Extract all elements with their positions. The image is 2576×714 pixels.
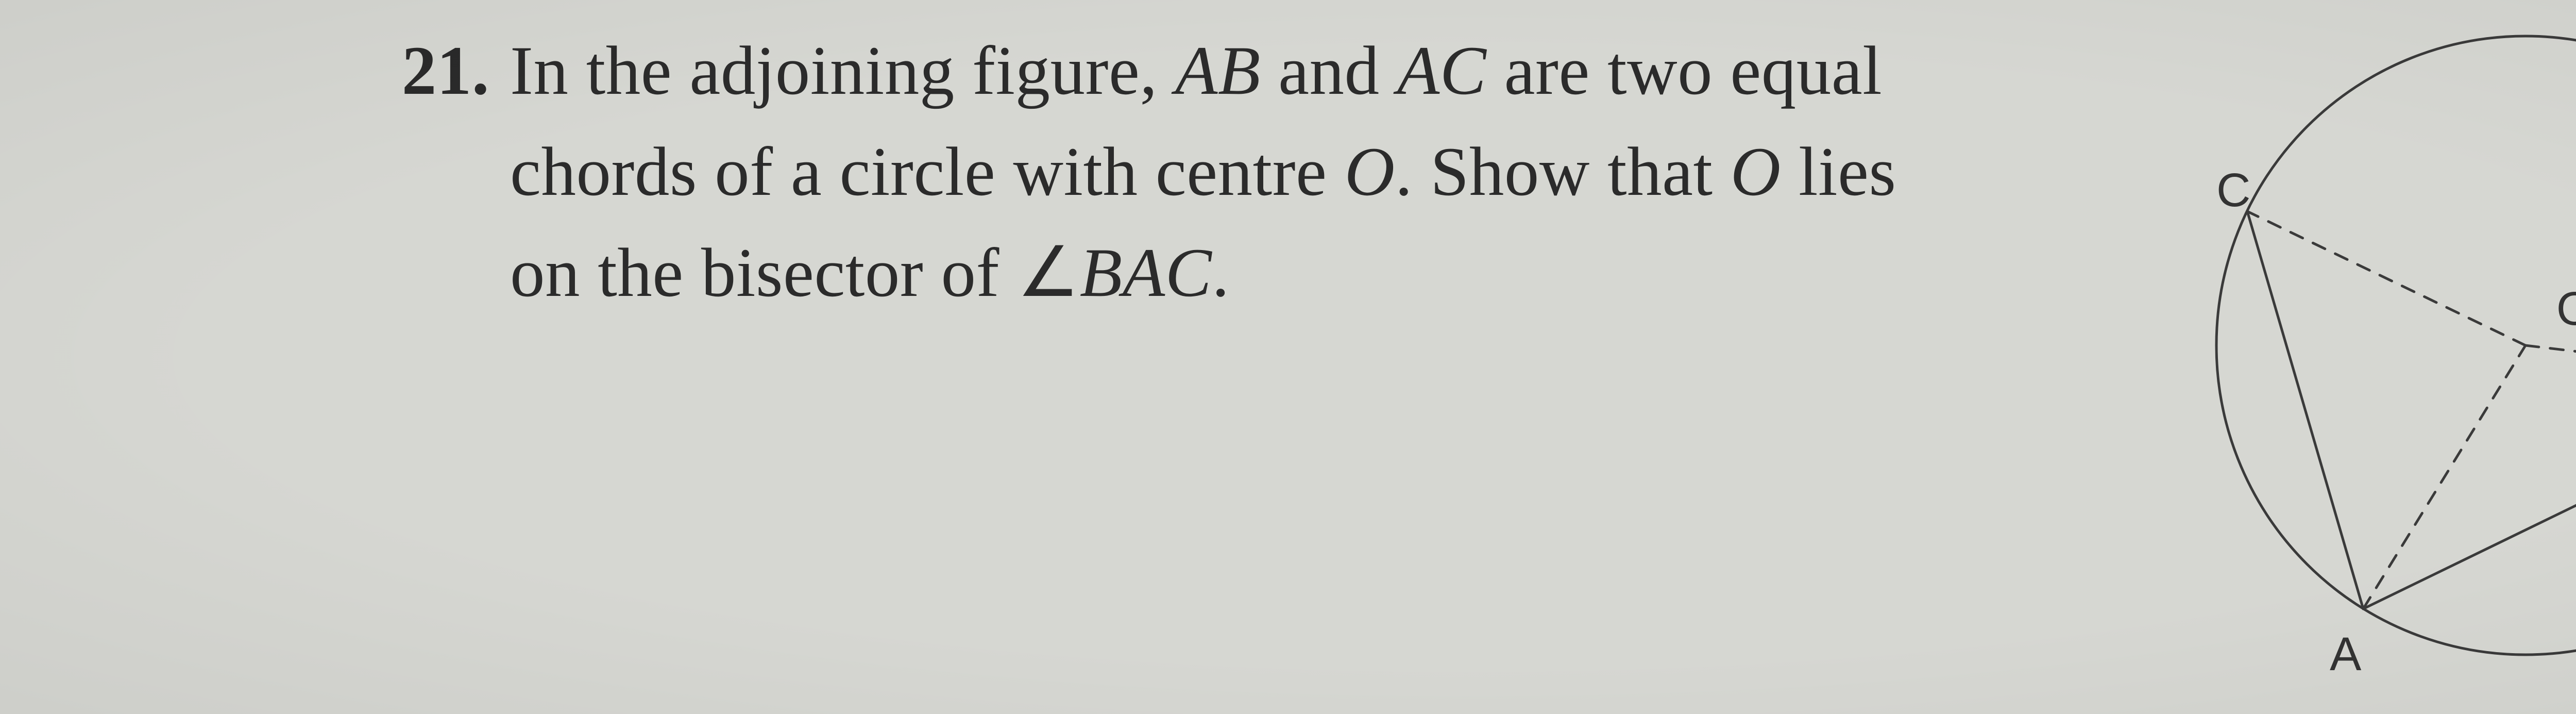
- text: on the bisector of: [510, 235, 1017, 311]
- text: In the adjoining figure,: [510, 32, 1175, 109]
- text: and: [1261, 32, 1397, 109]
- point-label-A: A: [2330, 628, 2362, 680]
- chord-AC: AC: [1397, 32, 1487, 109]
- figure-container: ABCO: [2165, 10, 2576, 701]
- question-text: 21. In the adjoining figure, AB and AC ar…: [371, 21, 2081, 323]
- chord-AB: [2363, 381, 2576, 609]
- chord-AB: AB: [1175, 32, 1261, 109]
- chord-AC: [2247, 211, 2363, 609]
- point-O: O: [1731, 134, 1781, 210]
- centre-O: O: [1345, 134, 1395, 210]
- page: 21.In the adjoining figure, AB and AC ar…: [0, 0, 2576, 714]
- point-label-C: C: [2216, 164, 2250, 217]
- angle-BAC: BAC: [1080, 235, 1212, 311]
- text: .: [1212, 235, 1229, 311]
- angle-symbol: ∠: [1017, 235, 1080, 311]
- text: are two equal: [1486, 32, 1882, 109]
- circle-chord-diagram: ABCO: [2165, 10, 2576, 701]
- question-number: 21.: [371, 21, 489, 122]
- question-line-3: on the bisector of ∠BAC.: [510, 223, 2081, 324]
- question-line-1: 21. In the adjoining figure, AB and AC ar…: [371, 21, 2081, 122]
- text: . Show that: [1395, 134, 1731, 210]
- segment-OB: [2526, 345, 2576, 381]
- segment-OC: [2247, 211, 2526, 345]
- text: lies: [1781, 134, 1896, 210]
- question-line-2: chords of a circle with centre O. Show t…: [510, 122, 2081, 223]
- text: chords of a circle with centre: [510, 134, 1345, 210]
- point-label-O: O: [2556, 283, 2576, 335]
- circle-outline: [2216, 36, 2576, 655]
